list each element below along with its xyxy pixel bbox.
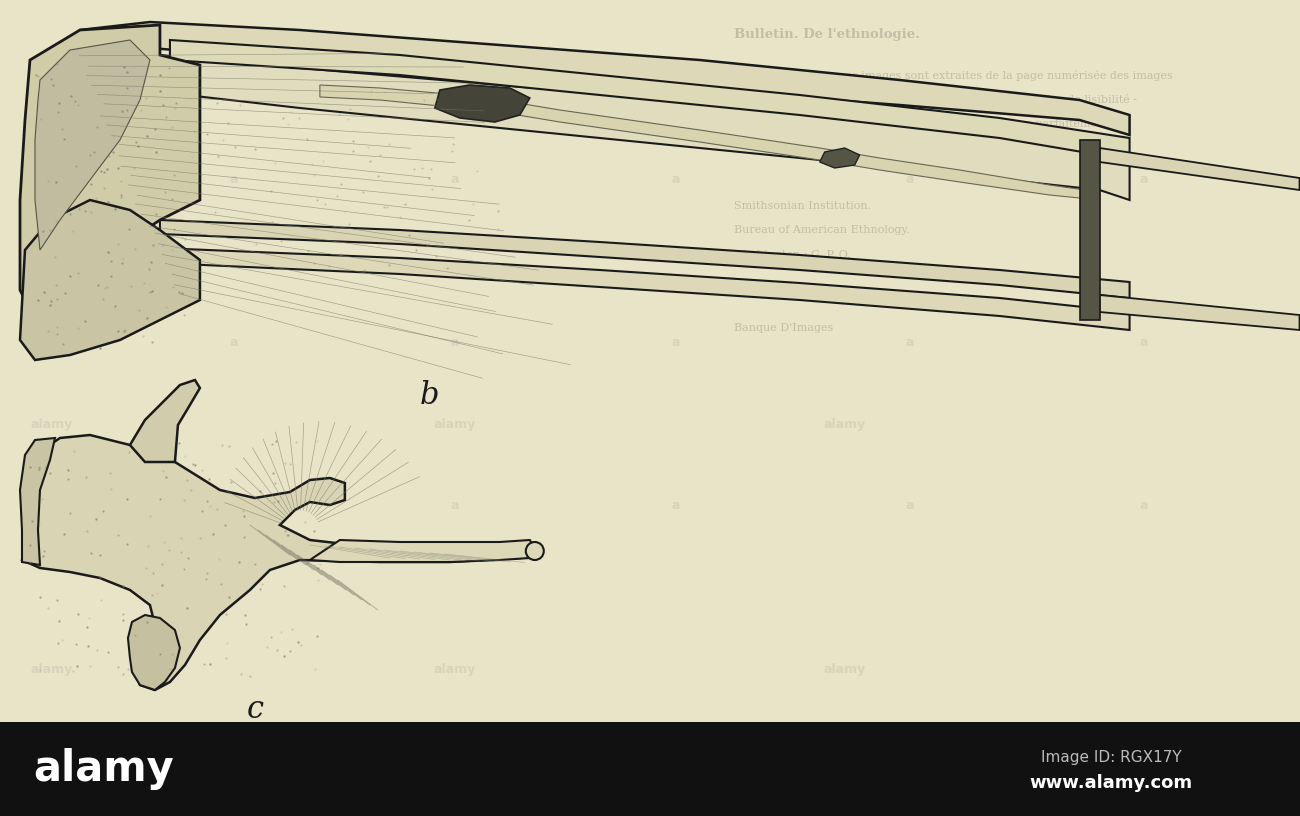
Text: Smithsonian Institution.: Smithsonian Institution. xyxy=(734,201,871,211)
Text: alamy: alamy xyxy=(434,663,476,676)
Text: ressembler à l'œuvre originale..: ressembler à l'œuvre originale.. xyxy=(734,143,914,154)
Text: www.alamy.com: www.alamy.com xyxy=(1030,774,1192,792)
Text: a: a xyxy=(672,499,680,512)
Polygon shape xyxy=(320,85,1100,200)
Circle shape xyxy=(525,542,543,560)
Polygon shape xyxy=(55,22,1130,135)
Text: alamy: alamy xyxy=(31,663,73,676)
Polygon shape xyxy=(130,380,200,462)
Polygon shape xyxy=(127,615,179,690)
Text: a: a xyxy=(905,336,914,349)
Text: alamy: alamy xyxy=(824,663,866,676)
Polygon shape xyxy=(170,40,1130,160)
Polygon shape xyxy=(1079,140,1100,320)
Text: Bulletin. De l'ethnologie.: Bulletin. De l'ethnologie. xyxy=(734,28,920,41)
Polygon shape xyxy=(20,25,200,310)
Text: a: a xyxy=(1139,499,1148,512)
Polygon shape xyxy=(20,438,55,565)
Text: a: a xyxy=(230,336,238,349)
Text: a: a xyxy=(1139,336,1148,349)
Text: a: a xyxy=(905,499,914,512)
Polygon shape xyxy=(160,220,1130,298)
Text: qui peuvent avoir été retuchées numériquement pour plus de lisibilité -: qui peuvent avoir été retuchées numériqu… xyxy=(734,94,1138,105)
Text: alamy: alamy xyxy=(824,418,866,431)
Text: a: a xyxy=(1139,173,1148,186)
Text: a: a xyxy=(451,173,459,186)
Text: a: a xyxy=(451,499,459,512)
Polygon shape xyxy=(35,40,150,250)
Text: alamy: alamy xyxy=(34,748,174,790)
Text: Veuillez noter que ces images sont extraites de la page numérisée des images: Veuillez noter que ces images sont extra… xyxy=(734,69,1173,81)
Text: a: a xyxy=(48,336,56,349)
Text: Washington : G. P. O.: Washington : G. P. O. xyxy=(734,250,852,259)
Text: a: a xyxy=(48,499,56,512)
Bar xyxy=(0,722,1300,816)
Polygon shape xyxy=(22,435,520,690)
Polygon shape xyxy=(820,148,859,168)
Text: alamy: alamy xyxy=(31,418,73,431)
Text: alamy: alamy xyxy=(434,418,476,431)
Text: a: a xyxy=(672,336,680,349)
Text: Image ID: RGX17Y: Image ID: RGX17Y xyxy=(1041,751,1182,765)
Text: coloration et l'aspect de ces illustrations ne peut pas parfaitement: coloration et l'aspect de ces illustrati… xyxy=(734,119,1109,129)
Polygon shape xyxy=(434,85,530,122)
Polygon shape xyxy=(1100,295,1300,330)
Text: a: a xyxy=(451,336,459,349)
Text: a: a xyxy=(230,499,238,512)
Polygon shape xyxy=(309,540,534,562)
Text: Bureau of American Ethnology.: Bureau of American Ethnology. xyxy=(734,225,910,235)
Polygon shape xyxy=(20,200,200,360)
Polygon shape xyxy=(160,55,1130,200)
Text: c: c xyxy=(246,694,264,725)
Text: Banque D'Images: Banque D'Images xyxy=(734,323,833,333)
Text: a: a xyxy=(230,173,238,186)
Text: b: b xyxy=(420,379,439,410)
Polygon shape xyxy=(1100,148,1300,190)
Text: a: a xyxy=(672,173,680,186)
Polygon shape xyxy=(160,248,1130,330)
Text: a: a xyxy=(48,173,56,186)
Text: a: a xyxy=(905,173,914,186)
